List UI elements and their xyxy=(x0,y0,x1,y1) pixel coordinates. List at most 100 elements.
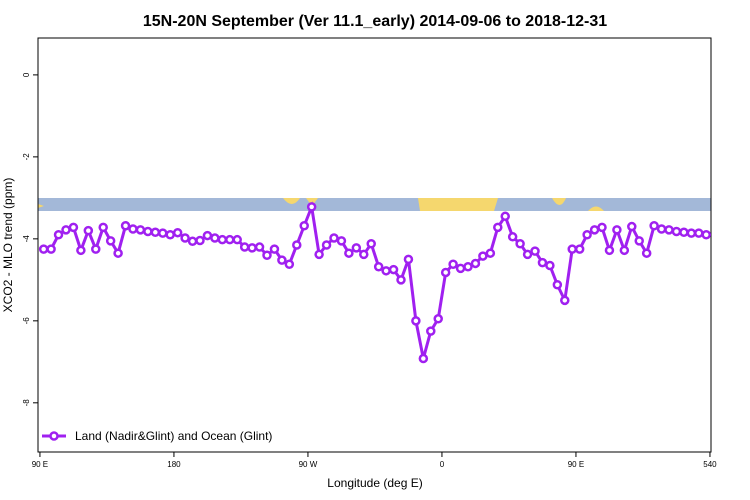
data-point xyxy=(634,236,644,246)
data-point xyxy=(560,295,570,306)
data-point xyxy=(210,233,220,243)
y-tick-label: -2 xyxy=(22,153,31,161)
land-patch xyxy=(283,198,300,204)
y-tick-label: -4 xyxy=(22,235,31,243)
land-patch xyxy=(38,204,44,208)
data-point xyxy=(418,353,429,364)
data-point xyxy=(597,222,607,233)
data-point xyxy=(321,240,332,250)
data-point xyxy=(306,202,317,212)
plot-frame xyxy=(37,37,712,453)
data-point xyxy=(641,248,652,258)
x-tick-label: 0 xyxy=(440,460,445,469)
data-point xyxy=(195,235,205,246)
data-point xyxy=(388,264,399,275)
data-point xyxy=(433,314,443,324)
data-point xyxy=(396,275,406,285)
data-point xyxy=(515,239,525,249)
data-point xyxy=(530,246,540,256)
data-point xyxy=(344,248,354,258)
data-point xyxy=(366,239,376,249)
data-point xyxy=(701,230,711,240)
data-point xyxy=(232,234,242,245)
data-point xyxy=(91,244,101,254)
data-point xyxy=(448,259,458,270)
x-tick-label: 180 xyxy=(167,460,181,469)
data-point xyxy=(150,227,161,238)
data-point xyxy=(671,226,682,237)
data-point xyxy=(567,244,577,254)
x-tick-label: 540 xyxy=(703,460,717,469)
data-point xyxy=(269,244,280,254)
x-tick-label: 90 W xyxy=(299,460,318,469)
data-point xyxy=(187,236,198,247)
data-point xyxy=(537,257,548,268)
data-point xyxy=(545,260,555,271)
ocean-band xyxy=(38,198,711,211)
data-point xyxy=(225,234,235,245)
data-point xyxy=(329,233,339,243)
data-point xyxy=(254,242,265,252)
data-point xyxy=(76,245,86,256)
data-point xyxy=(336,236,347,246)
x-tick-label: 90 E xyxy=(32,460,48,469)
data-point xyxy=(470,258,481,269)
data-point xyxy=(403,254,414,265)
data-point xyxy=(351,243,362,253)
data-point xyxy=(299,220,309,231)
data-point xyxy=(135,225,146,235)
data-point xyxy=(440,267,451,278)
data-point xyxy=(284,259,295,270)
data-point xyxy=(500,211,510,222)
data-point xyxy=(314,249,324,260)
land-patch xyxy=(588,206,604,211)
data-point xyxy=(649,220,659,231)
data-point xyxy=(507,232,518,242)
y-tick-label: -8 xyxy=(22,399,31,407)
data-point xyxy=(463,261,473,272)
data-point xyxy=(656,224,667,234)
data-point xyxy=(46,244,56,254)
data-point xyxy=(262,250,272,260)
data-point xyxy=(619,245,630,256)
data-point xyxy=(582,230,592,240)
data-point xyxy=(426,326,436,336)
data-point xyxy=(679,227,689,238)
data-point xyxy=(373,261,384,272)
legend-marker xyxy=(49,431,59,441)
legend-label: Land (Nadir&Glint) and Ocean (Glint) xyxy=(75,429,272,443)
y-axis-title: XCO2 - MLO trend (ppm) xyxy=(1,178,15,313)
data-point xyxy=(113,248,123,258)
land-patch xyxy=(418,198,498,211)
data-point xyxy=(381,266,391,276)
data-point xyxy=(247,243,257,253)
data-point xyxy=(165,230,175,240)
data-point xyxy=(589,225,600,235)
land-patch xyxy=(552,198,566,205)
y-tick-label: 0 xyxy=(22,72,31,77)
data-point xyxy=(120,220,131,231)
data-point xyxy=(158,228,168,238)
x-tick-label: 90 E xyxy=(568,460,584,469)
data-point xyxy=(128,224,138,234)
data-point xyxy=(68,222,79,233)
data-point xyxy=(98,222,108,233)
data-point xyxy=(522,249,533,260)
data-point xyxy=(61,225,71,235)
data-point xyxy=(478,251,488,261)
x-axis-title: Longitude (deg E) xyxy=(327,476,422,490)
data-point xyxy=(664,225,674,235)
data-point xyxy=(143,226,153,237)
data-point xyxy=(53,230,64,240)
data-point xyxy=(493,222,503,233)
data-point xyxy=(485,248,496,258)
y-tick-label: -6 xyxy=(22,317,31,325)
data-point xyxy=(292,240,302,250)
data-point xyxy=(574,244,585,254)
data-point xyxy=(604,245,615,256)
data-point xyxy=(612,225,622,235)
data-point xyxy=(83,225,94,236)
data-point xyxy=(694,228,704,238)
data-point xyxy=(38,244,49,254)
